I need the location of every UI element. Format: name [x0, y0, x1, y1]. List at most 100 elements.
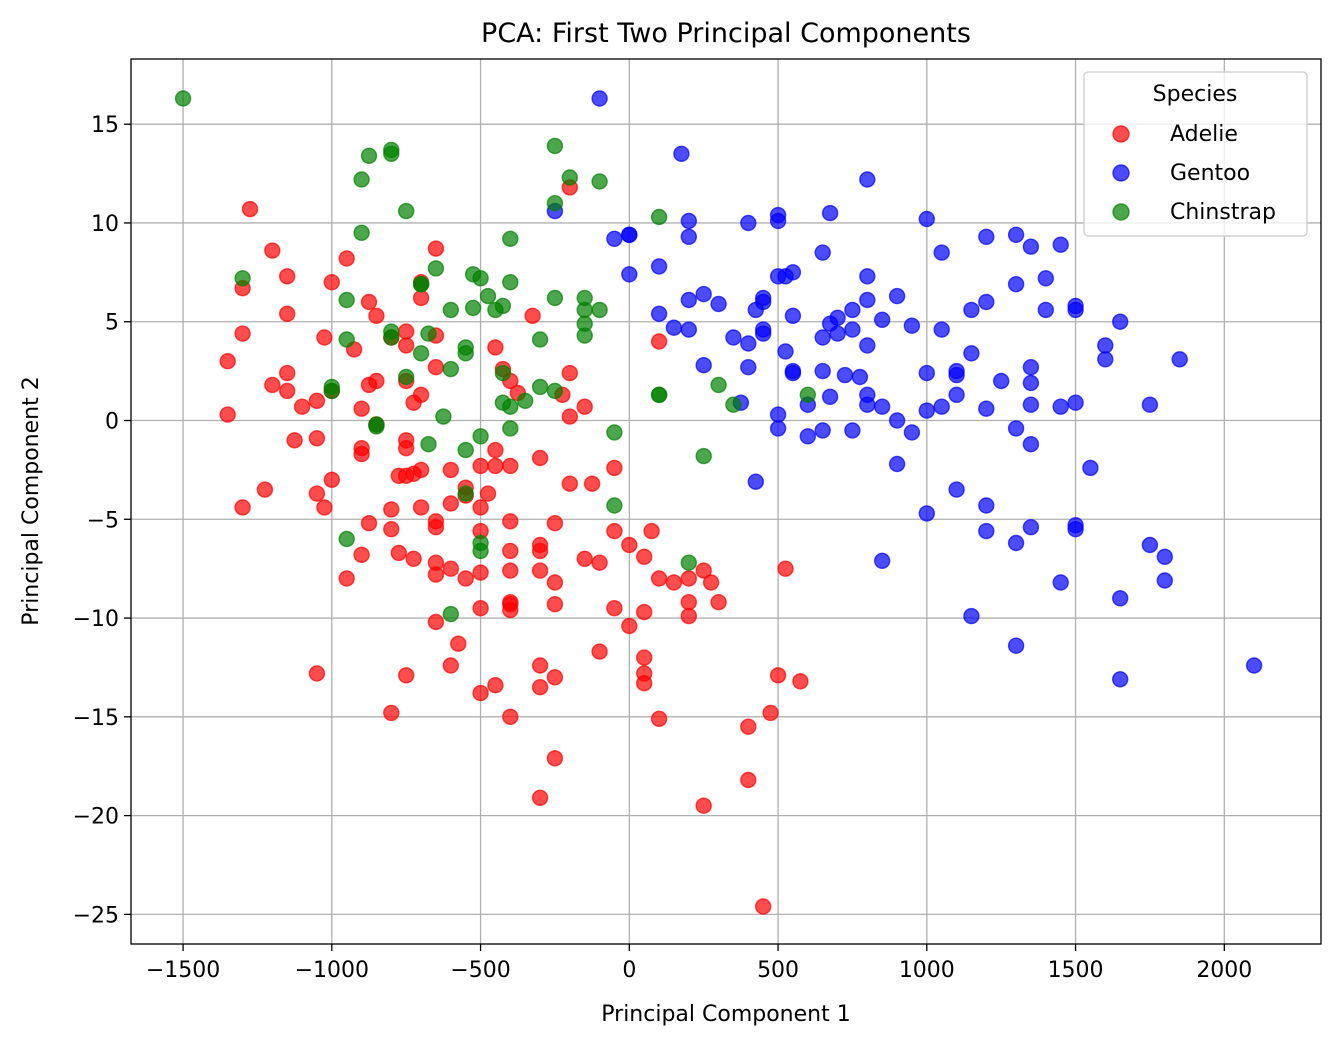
data-point-gentoo [1111, 313, 1129, 330]
y-tick-label: 15 [91, 113, 119, 138]
data-point-adelie [264, 242, 281, 259]
data-point-adelie [531, 657, 549, 674]
data-point-gentoo [1007, 637, 1025, 654]
data-point-adelie [442, 495, 459, 512]
data-point-gentoo [769, 212, 787, 230]
data-point-gentoo [948, 386, 965, 403]
data-point-gentoo [1082, 459, 1099, 477]
data-point-adelie [308, 430, 326, 447]
data-point-gentoo [740, 335, 757, 352]
data-point-gentoo [836, 366, 854, 384]
data-point-chinstrap [338, 291, 355, 309]
y-tick-label: 5 [105, 311, 119, 336]
data-point-adelie [279, 305, 296, 322]
x-tick-label: −500 [450, 958, 510, 983]
data-point-adelie [234, 499, 251, 516]
data-point-gentoo [1022, 396, 1040, 413]
data-point-adelie [546, 750, 564, 767]
data-point-chinstrap [799, 386, 816, 403]
data-point-adelie [792, 673, 809, 690]
y-axis-label: Principal Component 2 [19, 376, 44, 625]
data-point-gentoo [963, 607, 980, 625]
legend-marker-gentoo [1112, 164, 1130, 182]
data-point-chinstrap [531, 378, 549, 396]
data-point-adelie [777, 560, 794, 577]
data-point-adelie [531, 789, 549, 806]
data-point-adelie [472, 600, 489, 617]
legend-title: Species [1153, 82, 1238, 107]
data-point-adelie [412, 289, 430, 307]
data-point-gentoo [1022, 436, 1040, 453]
data-point-adelie [762, 704, 779, 722]
data-point-adelie [606, 459, 623, 477]
data-point-adelie [308, 665, 326, 682]
data-point-adelie [308, 485, 326, 502]
x-tick-label: 500 [757, 958, 799, 983]
y-tick-label: −20 [73, 805, 119, 830]
data-point-gentoo [874, 552, 891, 569]
data-point-chinstrap [457, 485, 474, 502]
data-point-gentoo [740, 214, 757, 232]
data-point-chinstrap [502, 420, 519, 437]
data-point-adelie [427, 519, 445, 536]
legend-label-adelie: Adelie [1170, 122, 1238, 147]
data-point-gentoo [829, 325, 846, 342]
y-tick-label: −15 [73, 706, 119, 731]
data-point-gentoo [1171, 351, 1188, 368]
data-point-gentoo [829, 309, 846, 326]
data-point-gentoo [918, 210, 935, 228]
data-point-adelie [755, 898, 772, 915]
data-point-adelie [398, 440, 415, 457]
data-point-adelie [502, 513, 519, 530]
data-point-adelie [606, 600, 623, 617]
legend: Species Adelie Gentoo Chinstrap [1083, 71, 1308, 237]
data-point-gentoo [859, 268, 876, 285]
data-point-adelie [695, 562, 712, 579]
data-point-adelie [546, 669, 564, 686]
data-point-gentoo [1067, 521, 1084, 538]
data-point-gentoo [1067, 301, 1084, 319]
data-point-gentoo [710, 295, 727, 313]
data-point-adelie [442, 560, 459, 577]
data-point-adelie [279, 364, 296, 382]
data-point-gentoo [680, 212, 697, 230]
data-point-chinstrap [650, 386, 668, 403]
data-point-adelie [360, 293, 378, 311]
data-point-gentoo [978, 228, 995, 246]
data-point-gentoo [918, 364, 935, 382]
data-point-gentoo [948, 481, 965, 498]
data-point-adelie [650, 570, 668, 587]
data-point-adelie [487, 339, 504, 356]
data-point-gentoo [1097, 351, 1114, 368]
data-point-adelie [621, 536, 638, 554]
data-point-gentoo [650, 258, 668, 275]
data-point-gentoo [821, 204, 839, 222]
data-point-adelie [338, 250, 355, 267]
data-point-adelie [383, 704, 400, 722]
data-point-gentoo [680, 228, 697, 246]
data-point-chinstrap [502, 230, 519, 248]
data-point-gentoo [1156, 572, 1174, 589]
data-point-adelie [636, 675, 653, 692]
data-point-adelie [636, 649, 653, 666]
data-point-gentoo [978, 522, 995, 540]
data-point-adelie [219, 406, 236, 423]
data-point-gentoo [1141, 536, 1159, 554]
data-point-chinstrap [606, 424, 623, 441]
data-point-gentoo [978, 497, 995, 514]
data-points [174, 90, 1263, 915]
data-point-adelie [472, 564, 489, 581]
y-tick-label: 0 [105, 410, 119, 435]
data-point-gentoo [933, 321, 950, 338]
data-point-adelie [546, 574, 564, 591]
data-point-gentoo [1022, 519, 1040, 536]
data-point-adelie [398, 667, 415, 684]
data-point-adelie [524, 307, 541, 324]
data-point-adelie [502, 601, 519, 619]
data-point-gentoo [784, 307, 802, 324]
data-point-adelie [479, 485, 497, 502]
data-point-gentoo [888, 455, 906, 473]
x-tick-label: 2000 [1196, 958, 1252, 983]
y-tick-label: −5 [87, 508, 119, 533]
